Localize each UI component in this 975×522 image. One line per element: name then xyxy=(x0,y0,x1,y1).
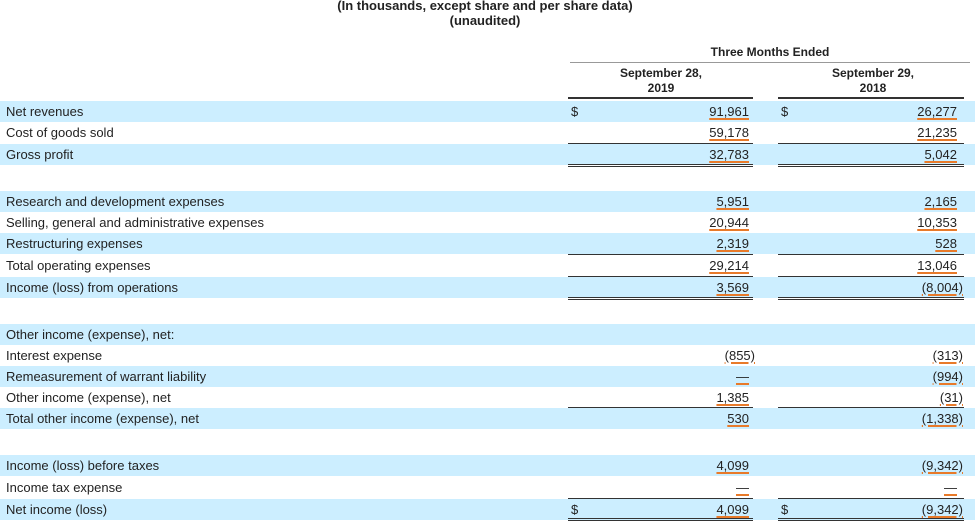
row-label: Other income (expense), net xyxy=(6,390,171,405)
row-label: Interest expense xyxy=(6,348,103,363)
table-header-line2: (unaudited) xyxy=(449,13,521,28)
cell-value-2018: 13,046 xyxy=(917,258,957,273)
cell-value-2019: 3,569 xyxy=(716,280,749,295)
column-header-2019-date: September 28, xyxy=(619,66,703,80)
subtotal-rule xyxy=(778,143,964,144)
table-row: Income (loss) from operations 3,569 (8,004… xyxy=(0,277,975,298)
table-row: Net revenues $ $91,961 26,277 xyxy=(0,101,975,122)
total-double-rule xyxy=(778,297,964,300)
total-double-rule xyxy=(778,164,964,167)
total-double-rule xyxy=(568,164,753,167)
row-label: Net income (loss) xyxy=(6,502,108,517)
column-header-2019-year: 2019 xyxy=(647,81,675,95)
table-row: Total other income (expense), net 530 (1,3… xyxy=(0,408,975,429)
dollar-sign-2018: $ xyxy=(781,104,789,119)
column-header-2018-date: September 29, xyxy=(831,66,915,80)
row-label: Selling, general and administrative expe… xyxy=(6,215,264,230)
dollar-sign-2018: $ xyxy=(781,502,789,517)
column-header-2018: September 29, 2018 xyxy=(778,66,968,96)
subtotal-rule xyxy=(778,254,964,255)
cell-value-2018: 528 xyxy=(935,236,957,251)
row-label: Research and development expenses xyxy=(6,194,225,209)
cell-value-2018: (31) xyxy=(939,390,963,405)
cell-value-2019: 91,961 xyxy=(709,104,749,119)
cell-value-2018: (313) xyxy=(932,348,963,363)
table-row: Total operating expenses 29,214 13,046 xyxy=(0,255,975,276)
cell-value-2018: 2,165 xyxy=(924,194,957,209)
column-header-rule-2019 xyxy=(568,97,753,99)
total-double-rule xyxy=(568,518,753,521)
table-row: Gross profit 32,783 5,042 xyxy=(0,144,975,165)
subtotal-rule xyxy=(568,143,753,144)
subtotal-rule xyxy=(568,498,753,499)
table-row: Research and development expenses 5,951 2,… xyxy=(0,191,975,212)
subtotal-rule xyxy=(778,276,964,277)
cell-value-2019: — xyxy=(736,480,749,495)
column-header-rule-2018 xyxy=(778,97,964,99)
cell-value-2019: 32,783 xyxy=(709,147,749,162)
table-header-line1: (In thousands, except share and per shar… xyxy=(337,0,633,13)
cell-value-2018: (8,004) xyxy=(921,280,963,295)
cell-value-2018: (9,342) xyxy=(921,502,963,517)
cell-value-2019: 2,319 xyxy=(716,236,749,251)
cell-value-2019: — xyxy=(736,369,749,384)
row-label: Net revenues xyxy=(6,104,84,119)
cell-value-2018: (1,338) xyxy=(921,411,963,426)
table-row: Income (loss) before taxes 4,099 (9,342) xyxy=(0,455,975,476)
column-header-2018-year: 2018 xyxy=(859,81,887,95)
column-header-2019: September 28, 2019 xyxy=(566,66,756,96)
row-label: Total other income (expense), net xyxy=(6,411,199,426)
row-label: Income (loss) before taxes xyxy=(6,458,160,473)
total-double-rule xyxy=(568,297,753,300)
row-label: Cost of goods sold xyxy=(6,125,114,140)
row-label: Total operating expenses xyxy=(6,258,151,273)
subtotal-rule xyxy=(778,407,964,408)
table-row: Other income (expense), net 1,385 (31) xyxy=(0,387,975,408)
period-header: Three Months Ended xyxy=(710,45,830,59)
cell-value-2019: 59,178 xyxy=(709,125,749,140)
total-double-rule xyxy=(778,518,964,521)
table-row: Selling, general and administrative expe… xyxy=(0,212,975,233)
cell-value-2019: 530 xyxy=(727,411,749,426)
cell-value-2019: 29,214 xyxy=(709,258,749,273)
subtotal-rule xyxy=(568,254,753,255)
cell-value-2019: 5,951 xyxy=(716,194,749,209)
cell-value-2019: (855) xyxy=(724,348,755,363)
table-row: Cost of goods sold 59,178 21,235 xyxy=(0,122,975,143)
cell-value-2019: 4,099 xyxy=(716,502,749,517)
table-row: Net income (loss) $ $4,099 (9,342) xyxy=(0,499,975,520)
cell-value-2018: 5,042 xyxy=(924,147,957,162)
cell-value-2018: 21,235 xyxy=(917,125,957,140)
subtotal-rule xyxy=(778,498,964,499)
dollar-sign-2019: $ xyxy=(571,104,579,119)
cell-value-2019: 4,099 xyxy=(716,458,749,473)
cell-value-2019: 20,944 xyxy=(709,215,749,230)
table-row: Interest expense (855) (313) xyxy=(0,345,975,366)
table-row: Remeasurement of warrant liability — (994) xyxy=(0,366,975,387)
cell-value-2018: (994) xyxy=(932,369,963,384)
cell-value-2018: 26,277 xyxy=(917,104,957,119)
table-row: Restructuring expenses 2,319 528 xyxy=(0,233,975,254)
row-label: Gross profit xyxy=(6,147,74,162)
row-label: Remeasurement of warrant liability xyxy=(6,369,207,384)
subtotal-rule xyxy=(568,407,753,408)
cell-value-2018: (9,342) xyxy=(921,458,963,473)
table-row: Other income (expense), net: xyxy=(0,324,975,345)
table-row: Income tax expense — — xyxy=(0,477,975,498)
row-label: Other income (expense), net: xyxy=(6,327,175,342)
subtotal-rule xyxy=(568,276,753,277)
row-label: Restructuring expenses xyxy=(6,236,143,251)
period-header-rule xyxy=(570,62,970,63)
cell-value-2018: 10,353 xyxy=(917,215,957,230)
cell-value-2018: — xyxy=(944,480,957,495)
cell-value-2019: 1,385 xyxy=(716,390,749,405)
row-label: Income tax expense xyxy=(6,480,123,495)
dollar-sign-2019: $ xyxy=(571,502,579,517)
row-label: Income (loss) from operations xyxy=(6,280,178,295)
